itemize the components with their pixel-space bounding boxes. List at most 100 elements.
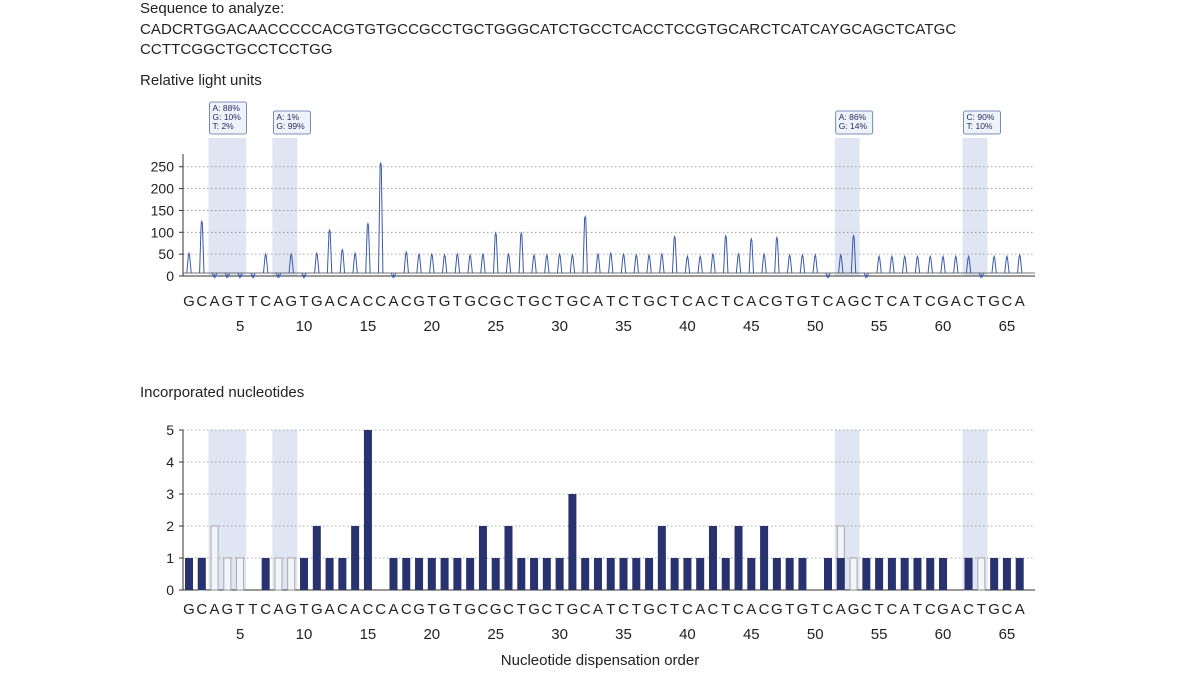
inc-x-tick-label: 15 xyxy=(360,626,377,643)
inc-bar xyxy=(887,558,896,590)
inc-dispensation-letter: G xyxy=(771,601,783,618)
rlu-y-tick-label: 250 xyxy=(151,159,175,175)
rlu-peak xyxy=(505,252,512,274)
rlu-peak xyxy=(531,253,537,274)
inc-dispensation-letter: T xyxy=(299,601,308,618)
inc-bar xyxy=(491,558,500,590)
inc-bar xyxy=(913,558,922,590)
inc-dispensation-letter: T xyxy=(453,601,462,618)
inc-dispensation-letter: G xyxy=(439,601,451,618)
rlu-peak xyxy=(838,253,844,274)
inc-dispensation-letter: T xyxy=(670,601,679,618)
inc-bar xyxy=(645,558,654,590)
rlu-peak xyxy=(582,214,588,274)
rlu-peak xyxy=(633,253,639,274)
rlu-peak xyxy=(863,272,870,279)
rlu-dispensation-letter: C xyxy=(886,293,897,310)
rlu-peak xyxy=(314,251,320,274)
rlu-peak xyxy=(786,253,793,274)
rlu-peak xyxy=(889,254,895,274)
inc-dispensation-letter: C xyxy=(682,601,693,618)
variant-percent-box xyxy=(835,110,874,135)
inc-bar xyxy=(453,558,462,590)
inc-bar xyxy=(261,558,270,590)
inc-bar xyxy=(734,526,743,590)
rlu-y-tick-label: 0 xyxy=(166,268,174,284)
rlu-peak xyxy=(774,235,780,274)
inc-bar xyxy=(721,558,730,590)
rlu-dispensation-letter: G xyxy=(490,293,502,310)
rlu-dispensation-letter: G xyxy=(988,293,1000,310)
rlu-peak xyxy=(518,231,524,274)
rlu-y-tick-label: 200 xyxy=(151,181,175,197)
rlu-dispensation-letter: G xyxy=(183,293,195,310)
rlu-peak xyxy=(403,250,409,274)
rlu-dispensation-letter: G xyxy=(464,293,476,310)
inc-bar xyxy=(568,494,577,590)
rlu-x-tick-label: 60 xyxy=(935,318,952,335)
rlu-peak xyxy=(697,254,703,274)
rlu-x-tick-label: 65 xyxy=(999,318,1016,335)
rlu-peak xyxy=(365,221,371,274)
inc-bar xyxy=(185,558,193,590)
rlu-peak xyxy=(850,234,857,274)
inc-dispensation-letter: G xyxy=(222,601,234,618)
inc-expected-outline xyxy=(236,557,245,591)
rlu-peak xyxy=(211,272,218,279)
inc-x-tick-label: 60 xyxy=(935,626,952,643)
chart-title-incorporated: Incorporated nucleotides xyxy=(140,384,305,401)
rlu-peak xyxy=(250,272,256,279)
inc-dispensation-letter: G xyxy=(937,601,949,618)
inc-expected-outline xyxy=(210,525,219,591)
rlu-peak xyxy=(1017,253,1023,274)
inc-dispensation-letter: A xyxy=(951,601,961,618)
rlu-peak xyxy=(761,252,767,274)
chart-title-rlu: Relative light units xyxy=(140,72,262,89)
inc-dispensation-letter: A xyxy=(695,601,705,618)
inc-bar xyxy=(875,558,884,590)
inc-bar xyxy=(440,558,449,590)
inc-dispensation-letter: T xyxy=(913,601,922,618)
rlu-peak xyxy=(352,251,358,274)
inc-dispensation-letter: C xyxy=(401,601,412,618)
inc-dispensation-letter: A xyxy=(836,601,846,618)
rlu-peak xyxy=(608,251,614,274)
rlu-x-tick-label: 40 xyxy=(679,318,696,335)
sequence-line-2: CCTTCGGCTGCCTCCTGG xyxy=(140,41,333,58)
rlu-peak xyxy=(224,272,231,279)
inc-dispensation-letter: A xyxy=(388,601,398,618)
inc-dispensation-letter: A xyxy=(350,601,360,618)
variant-percent-label: A: 1% xyxy=(276,112,299,122)
inc-y-tick-label: 3 xyxy=(166,486,174,502)
inc-bar xyxy=(670,558,679,590)
rlu-dispensation-letter: C xyxy=(823,293,834,310)
rlu-dispensation-letter: G xyxy=(439,293,451,310)
inc-bar xyxy=(197,558,206,590)
inc-x-tick-label: 35 xyxy=(615,626,632,643)
rlu-dispensation-letter: C xyxy=(1001,293,1012,310)
rlu-dispensation-letter: T xyxy=(555,293,564,310)
rlu-peak xyxy=(748,237,755,274)
rlu-x-tick-label: 5 xyxy=(236,318,244,335)
inc-dispensation-letter: T xyxy=(721,601,730,618)
rlu-dispensation-letter: A xyxy=(350,293,360,310)
inc-bar xyxy=(427,558,436,590)
rlu-peak xyxy=(378,161,384,274)
rlu-peak xyxy=(876,254,882,274)
rlu-dispensation-letter: C xyxy=(541,293,552,310)
inc-y-tick-label: 0 xyxy=(166,582,174,598)
inc-y-tick-label: 2 xyxy=(166,518,174,534)
inc-x-tick-label: 30 xyxy=(551,626,568,643)
rlu-peak xyxy=(978,272,985,279)
inc-bar xyxy=(555,558,564,590)
inc-dispensation-letter: C xyxy=(260,601,271,618)
inc-x-tick-label: 20 xyxy=(423,626,440,643)
inc-y-tick-label: 1 xyxy=(166,550,174,566)
inc-dispensation-letter: T xyxy=(427,601,436,618)
inc-dispensation-letter: C xyxy=(580,601,591,618)
x-axis-label: Nucleotide dispensation order xyxy=(500,652,700,669)
rlu-dispensation-letter: C xyxy=(260,293,271,310)
rlu-dispensation-letter: A xyxy=(210,293,220,310)
inc-dispensation-letter: C xyxy=(196,601,207,618)
